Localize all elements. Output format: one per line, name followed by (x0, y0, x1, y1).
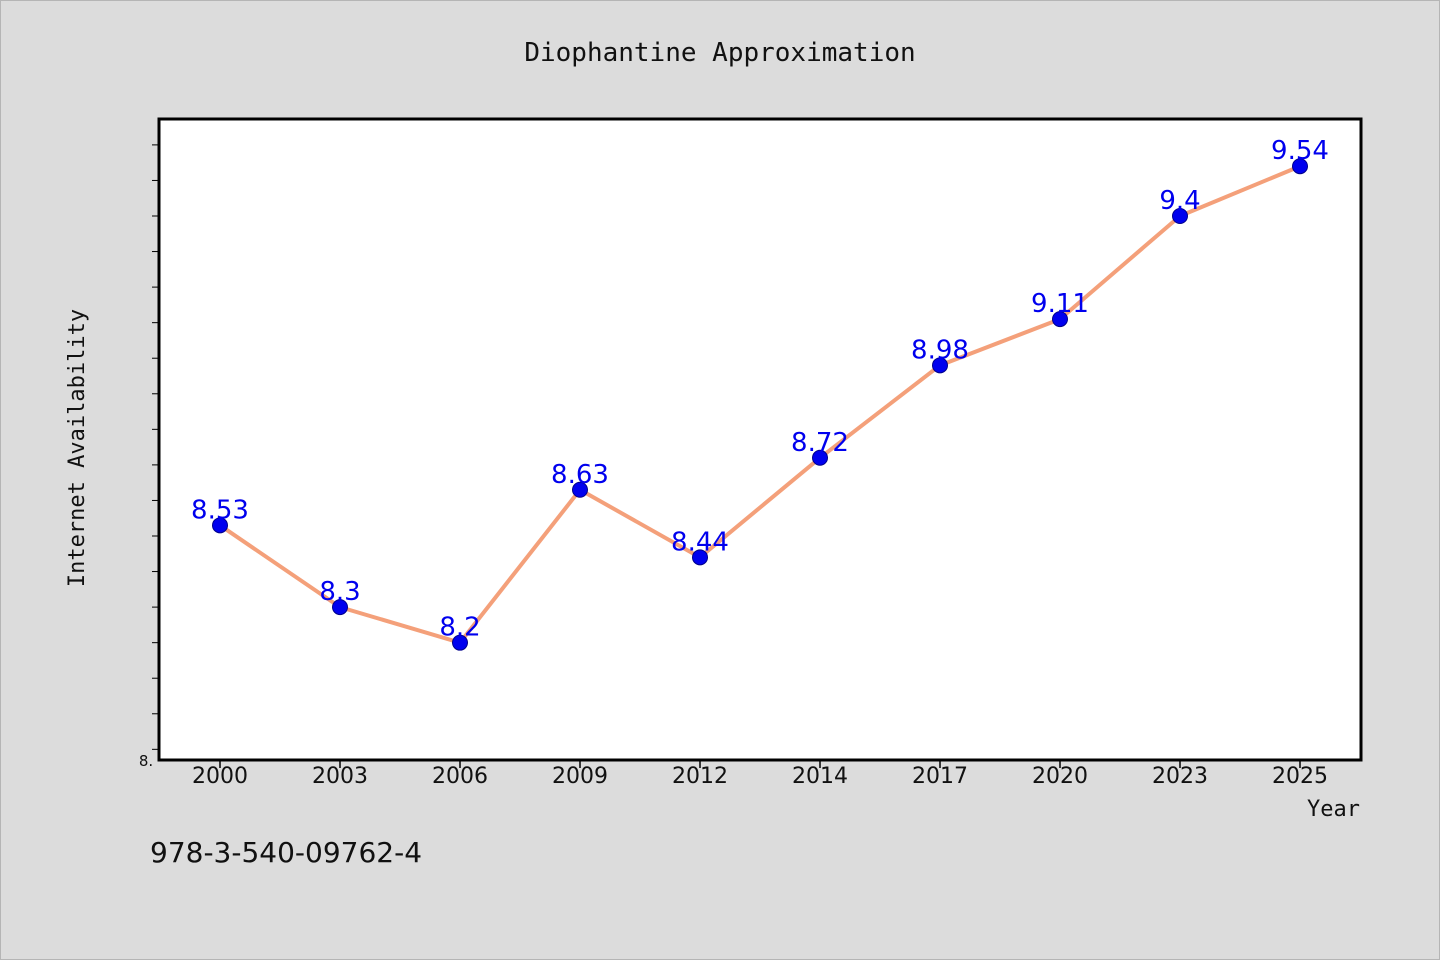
x-axis-ticks: 2000 2003 2006 2009 2012 2014 2017 2020 2023 2025 (192, 760, 1328, 789)
data-label: 9.4 (1159, 186, 1200, 216)
x-tick-label: 2012 (672, 764, 728, 789)
x-tick-label: 2023 (1152, 764, 1208, 789)
data-point (1292, 158, 1308, 175)
x-tick-label: 2000 (192, 764, 248, 789)
data-label: 8.72 (791, 428, 849, 458)
x-tick-label: 2017 (912, 764, 968, 789)
data-label: 8.53 (191, 495, 249, 525)
x-tick-label: 2009 (552, 764, 608, 789)
data-label: 9.54 (1271, 136, 1329, 166)
y-axis-ticks (152, 144, 160, 750)
x-axis-label: Year (1307, 797, 1360, 822)
y-axis-label: Internet Availability (65, 309, 90, 587)
x-tick-label: 2006 (432, 764, 488, 789)
series-group: 8.53 8.3 8.2 8.63 8.44 8.72 8.98 9.11 9.4 9.54 (191, 136, 1329, 651)
data-point (812, 449, 828, 466)
data-label: 8.2 (439, 613, 480, 643)
plot-area (157, 117, 1363, 762)
data-point (572, 481, 588, 498)
data-point (332, 599, 348, 616)
data-point (692, 549, 708, 566)
data-point (1172, 208, 1188, 224)
series-line (218, 164, 1301, 645)
data-point (1052, 311, 1068, 328)
isbn-text: 978-3-540-09762-4 (150, 836, 423, 869)
data-label: 9.11 (1031, 289, 1089, 319)
chart-title: Diophantine Approximation (524, 38, 915, 68)
y-tick-label: 8. (139, 752, 153, 770)
data-point (932, 357, 948, 374)
data-label: 8.44 (671, 527, 729, 557)
x-tick-label: 2020 (1032, 764, 1088, 789)
x-tick-label: 2025 (1272, 764, 1328, 789)
data-point (212, 517, 228, 534)
data-label: 8.63 (551, 460, 609, 490)
data-point (452, 634, 468, 651)
x-tick-label: 2014 (792, 764, 848, 789)
data-label: 8.3 (319, 577, 360, 607)
x-tick-label: 2003 (312, 764, 368, 789)
data-label: 8.98 (911, 335, 969, 365)
